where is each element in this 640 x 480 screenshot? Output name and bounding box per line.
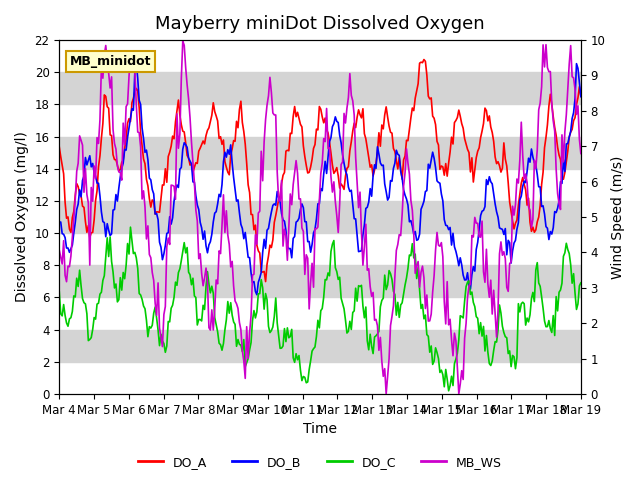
Y-axis label: Wind Speed (m/s): Wind Speed (m/s) xyxy=(611,156,625,279)
Bar xyxy=(60,105,581,137)
Bar xyxy=(60,169,581,201)
Bar xyxy=(60,40,581,72)
X-axis label: Time: Time xyxy=(303,422,337,436)
Y-axis label: Dissolved Oxygen (mg/l): Dissolved Oxygen (mg/l) xyxy=(15,132,29,302)
Bar xyxy=(60,265,581,298)
Bar xyxy=(60,362,581,394)
Title: Mayberry miniDot Dissolved Oxygen: Mayberry miniDot Dissolved Oxygen xyxy=(156,15,485,33)
Bar xyxy=(60,330,581,362)
Bar xyxy=(60,201,581,233)
Bar xyxy=(60,233,581,265)
Bar xyxy=(60,72,581,105)
Text: MB_minidot: MB_minidot xyxy=(70,55,151,68)
Legend: DO_A, DO_B, DO_C, MB_WS: DO_A, DO_B, DO_C, MB_WS xyxy=(133,451,507,474)
Bar xyxy=(60,137,581,169)
Bar xyxy=(60,298,581,330)
